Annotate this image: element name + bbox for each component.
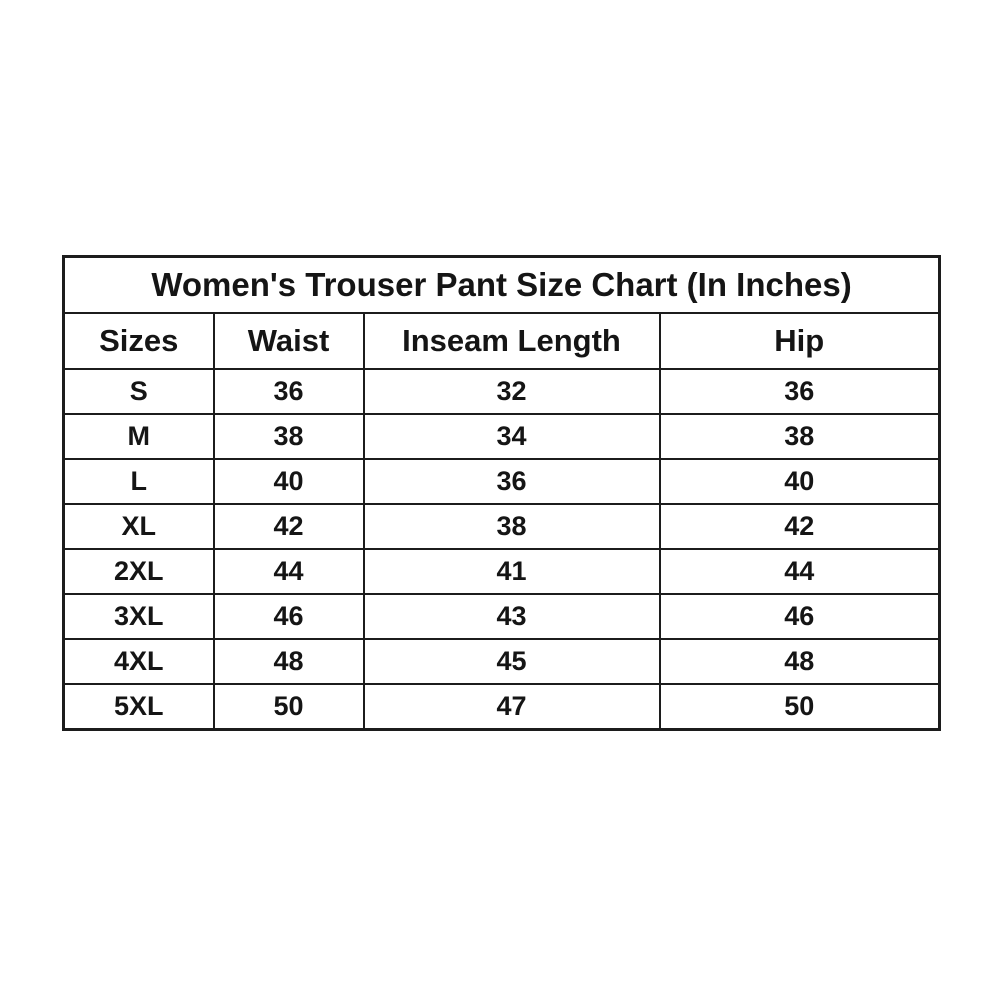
measurement-cell: 45 <box>362 638 661 685</box>
measurement-cell: 44 <box>658 548 941 595</box>
measurement-cell: 48 <box>212 638 365 685</box>
measurement-cell: 47 <box>362 683 661 731</box>
table-row: 5XL 50 47 50 <box>62 683 941 731</box>
table-row: 2XL 44 41 44 <box>62 548 941 595</box>
measurement-cell: 42 <box>658 503 941 550</box>
measurement-cell: 32 <box>362 368 661 415</box>
column-header: Waist <box>212 312 365 370</box>
measurement-cell: 50 <box>212 683 365 731</box>
measurement-cell: 50 <box>658 683 941 731</box>
table-row: 4XL 48 45 48 <box>62 638 941 685</box>
size-label-cell: 4XL <box>62 638 215 685</box>
table-row: S 36 32 36 <box>62 368 941 415</box>
table-head: Women's Trouser Pant Size Chart (In Inch… <box>62 255 941 370</box>
size-label-cell: L <box>62 458 215 505</box>
measurement-cell: 40 <box>658 458 941 505</box>
measurement-cell: 42 <box>212 503 365 550</box>
measurement-cell: 48 <box>658 638 941 685</box>
measurement-cell: 36 <box>362 458 661 505</box>
table-title: Women's Trouser Pant Size Chart (In Inch… <box>62 255 941 314</box>
measurement-cell: 43 <box>362 593 661 640</box>
column-header: Sizes <box>62 312 215 370</box>
measurement-cell: 46 <box>212 593 365 640</box>
title-row: Women's Trouser Pant Size Chart (In Inch… <box>62 255 941 314</box>
size-chart-table: Women's Trouser Pant Size Chart (In Inch… <box>62 255 942 731</box>
column-header: Inseam Length <box>362 312 661 370</box>
size-label-cell: 2XL <box>62 548 215 595</box>
measurement-cell: 34 <box>362 413 661 460</box>
size-label-cell: XL <box>62 503 215 550</box>
measurement-cell: 46 <box>658 593 941 640</box>
measurement-cell: 38 <box>658 413 941 460</box>
measurement-cell: 36 <box>658 368 941 415</box>
table-row: XL 42 38 42 <box>62 503 941 550</box>
header-row: Sizes Waist Inseam Length Hip <box>62 312 941 370</box>
size-label-cell: 5XL <box>62 683 215 731</box>
measurement-cell: 44 <box>212 548 365 595</box>
measurement-cell: 41 <box>362 548 661 595</box>
measurement-cell: 36 <box>212 368 365 415</box>
measurement-cell: 38 <box>362 503 661 550</box>
measurement-cell: 40 <box>212 458 365 505</box>
table-row: 3XL 46 43 46 <box>62 593 941 640</box>
column-header: Hip <box>658 312 941 370</box>
table-body: S 36 32 36 M 38 34 38 L 40 36 40 XL 42 38 42 2XL 44 41 44 3X… <box>62 368 941 731</box>
size-label-cell: S <box>62 368 215 415</box>
measurement-cell: 38 <box>212 413 365 460</box>
size-label-cell: 3XL <box>62 593 215 640</box>
table-row: M 38 34 38 <box>62 413 941 460</box>
table-row: L 40 36 40 <box>62 458 941 505</box>
size-chart-container: Women's Trouser Pant Size Chart (In Inch… <box>62 255 942 731</box>
size-label-cell: M <box>62 413 215 460</box>
